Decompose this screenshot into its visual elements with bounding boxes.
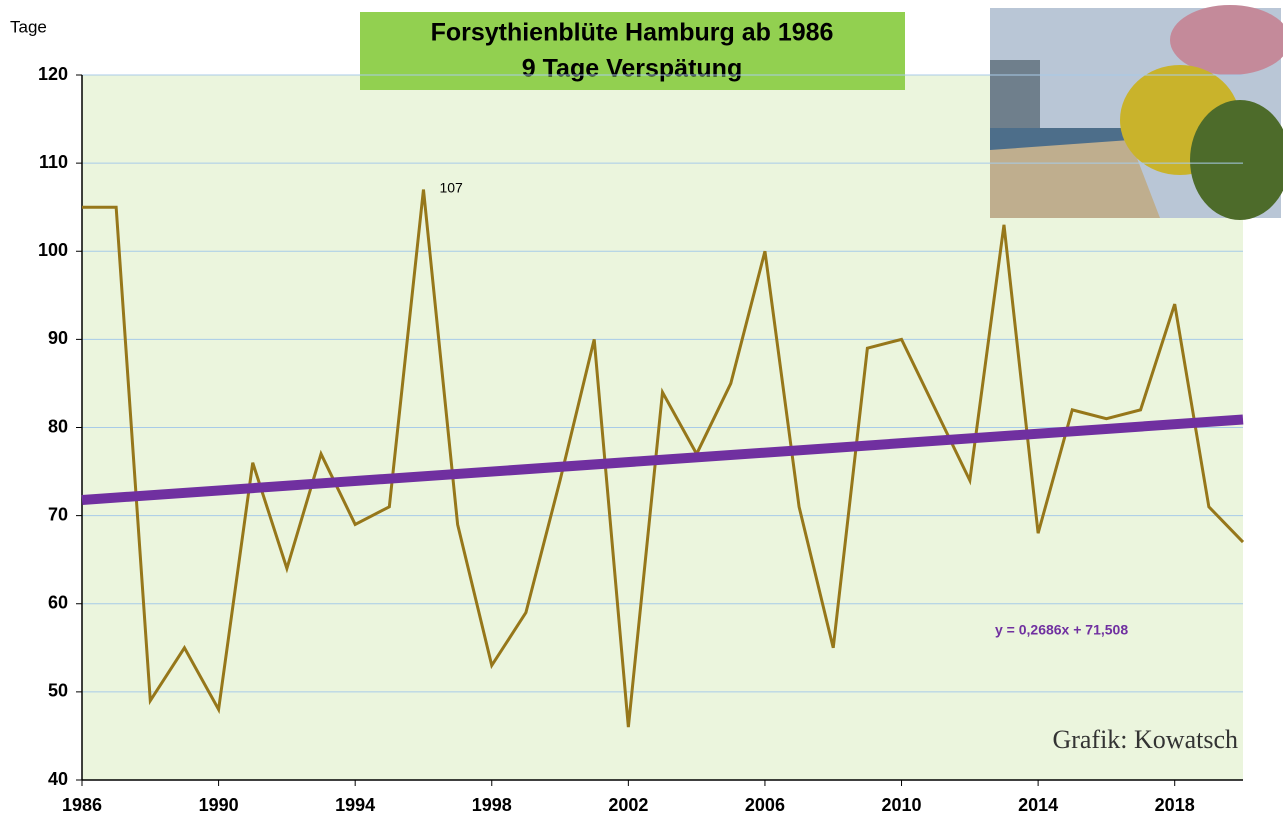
credit: Grafik: Kowatsch	[1052, 725, 1238, 754]
data-label: 107	[439, 179, 463, 195]
y-tick-label: 60	[48, 593, 68, 613]
y-axis-label: Tage	[10, 17, 47, 36]
y-tick-label: 40	[48, 769, 68, 789]
data-line	[82, 189, 1245, 728]
trend-label: y = 0,2686x + 71,508	[995, 622, 1128, 638]
y-tick-label: 90	[48, 328, 68, 348]
chart-title: Forsythienblüte Hamburg ab 1986	[431, 19, 834, 47]
y-tick-label: 80	[48, 416, 68, 436]
x-tick-label: 1994	[335, 795, 375, 815]
x-tick-label: 2002	[608, 795, 648, 815]
x-tick-label: 2010	[882, 795, 922, 815]
x-tick-label: 1990	[199, 795, 239, 815]
x-tick-label: 2014	[1018, 795, 1058, 815]
chart-subtitle: 9 Tage Verspätung	[522, 55, 742, 83]
y-tick-label: 110	[39, 152, 68, 172]
trend-line	[81, 414, 1244, 505]
y-tick-label: 70	[48, 504, 68, 524]
x-tick-label: 2006	[745, 795, 785, 815]
y-tick-label: 50	[48, 681, 68, 701]
title-box	[360, 12, 905, 90]
x-tick-label: 2018	[1155, 795, 1195, 815]
y-tick-label: 120	[38, 64, 68, 84]
x-tick-label: 1986	[62, 795, 102, 815]
x-tick-label: 1998	[472, 795, 512, 815]
y-tick-label: 100	[38, 240, 68, 260]
photo	[990, 5, 1283, 220]
